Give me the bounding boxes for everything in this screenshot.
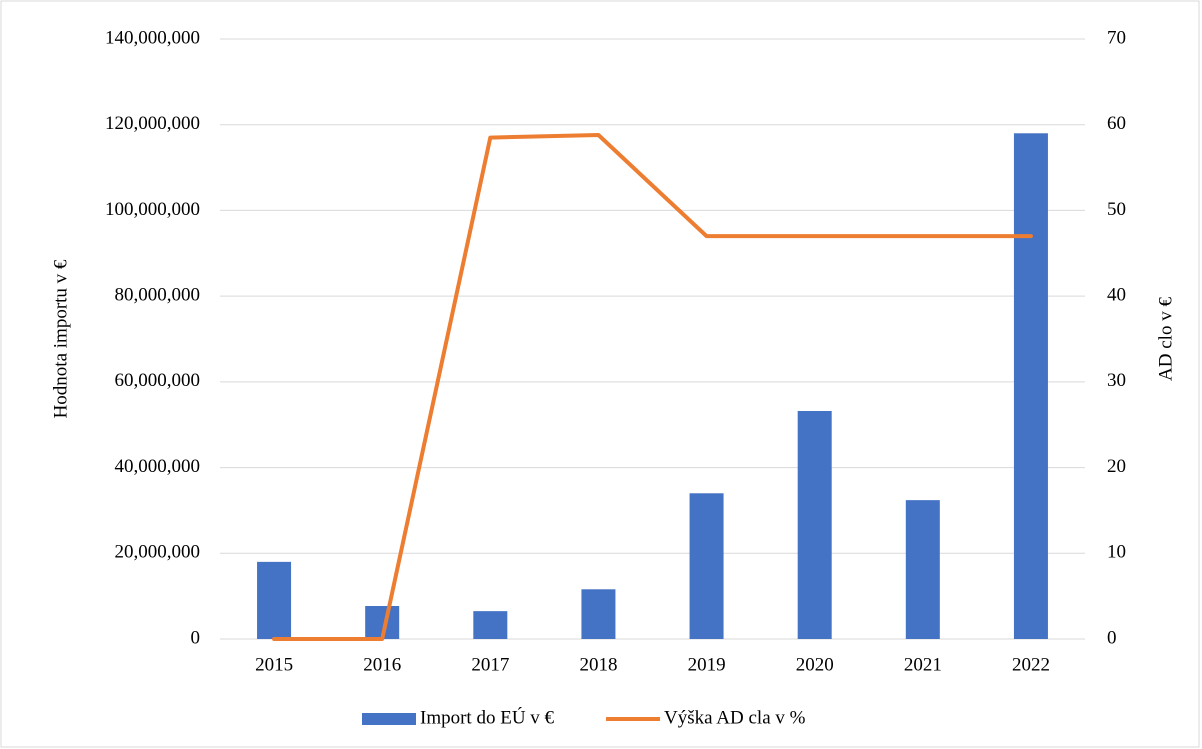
bar bbox=[905, 500, 940, 639]
y2-tick-label: 0 bbox=[1107, 627, 1117, 648]
y2-tick-label: 30 bbox=[1107, 370, 1126, 391]
bar bbox=[797, 411, 832, 639]
bar bbox=[1013, 133, 1048, 640]
bar bbox=[689, 493, 724, 639]
y-tick-label: 0 bbox=[191, 627, 201, 648]
y-tick-label: 120,000,000 bbox=[105, 113, 200, 134]
x-tick-label: 2021 bbox=[904, 654, 942, 675]
legend-swatch bbox=[362, 713, 416, 725]
legend-label: Výška AD cla v % bbox=[664, 707, 806, 728]
bar bbox=[581, 589, 616, 639]
y-tick-label: 140,000,000 bbox=[105, 27, 200, 48]
legend-label: Import do EÚ v € bbox=[420, 706, 555, 728]
x-tick-label: 2017 bbox=[471, 654, 509, 675]
y-tick-label: 80,000,000 bbox=[115, 285, 201, 306]
y2-tick-label: 50 bbox=[1107, 199, 1126, 220]
y2-tick-label: 40 bbox=[1107, 285, 1126, 306]
y2-tick-label: 10 bbox=[1107, 542, 1126, 563]
y-tick-label: 40,000,000 bbox=[115, 456, 201, 477]
y2-tick-label: 70 bbox=[1107, 27, 1126, 48]
y-tick-label: 60,000,000 bbox=[115, 370, 201, 391]
x-tick-label: 2015 bbox=[255, 654, 293, 675]
y-tick-label: 20,000,000 bbox=[115, 542, 201, 563]
x-tick-label: 2020 bbox=[796, 654, 834, 675]
x-tick-label: 2022 bbox=[1012, 654, 1050, 675]
bar bbox=[257, 561, 292, 639]
x-tick-label: 2016 bbox=[363, 654, 401, 675]
bar bbox=[473, 611, 508, 639]
x-tick-label: 2019 bbox=[688, 654, 726, 675]
x-tick-label: 2018 bbox=[579, 654, 617, 675]
line bbox=[272, 133, 1033, 641]
y-axis-title: Hodnota importu v € bbox=[50, 259, 71, 418]
y2-tick-label: 60 bbox=[1107, 113, 1126, 134]
y-tick-label: 100,000,000 bbox=[105, 199, 200, 220]
y2-tick-label: 20 bbox=[1107, 456, 1126, 477]
y2-axis-title: AD clo v € bbox=[1155, 297, 1176, 381]
